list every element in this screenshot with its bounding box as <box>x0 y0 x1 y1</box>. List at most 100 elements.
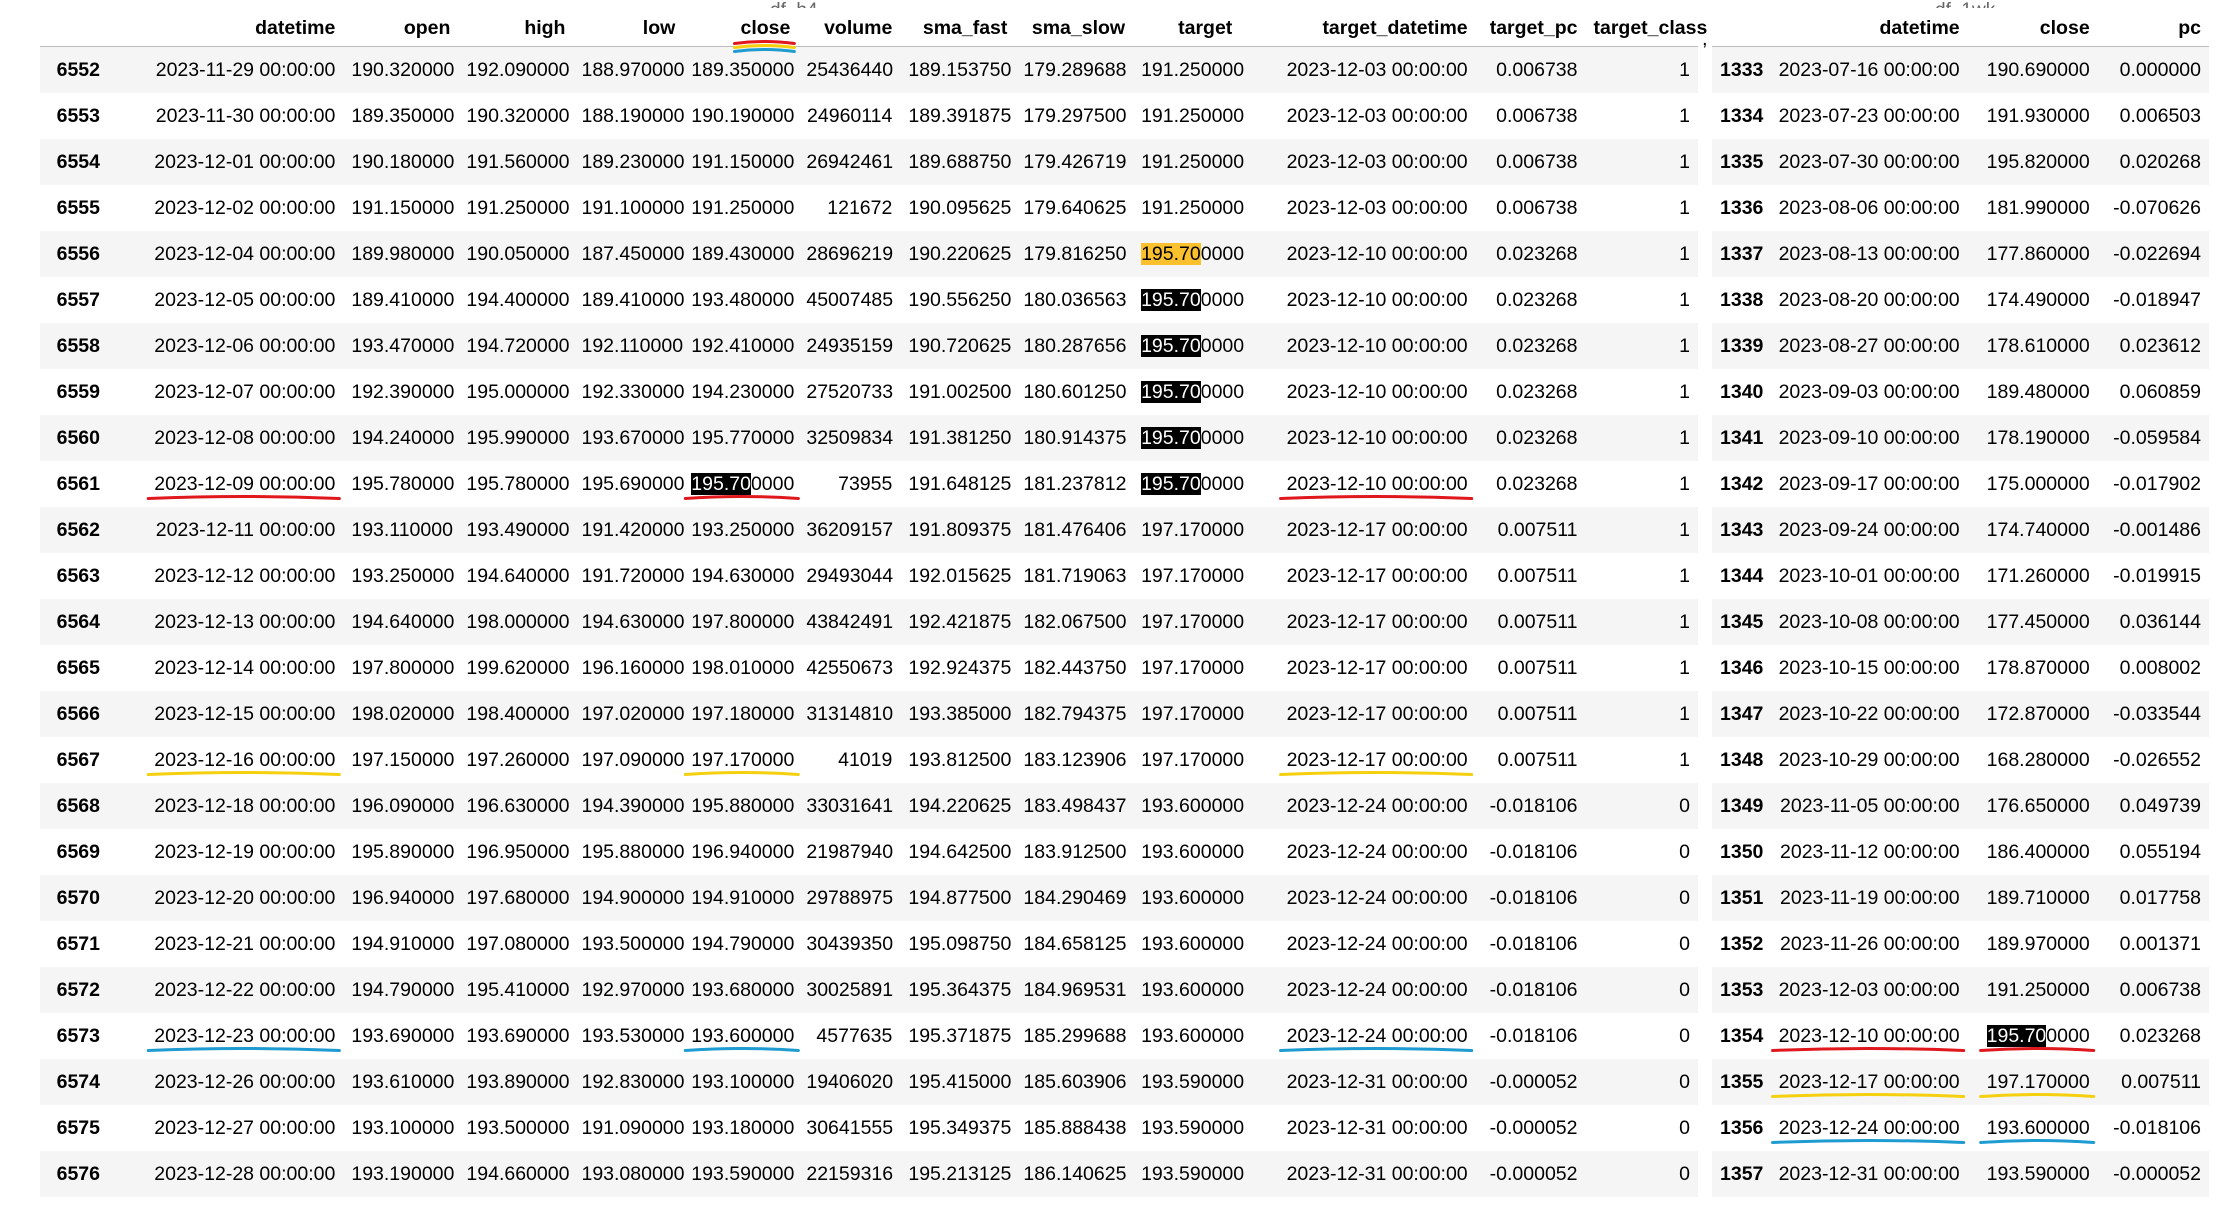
table-row: 6558 2023-12-06 00:00:00 193.470000 194.720… <box>40 323 1698 369</box>
row-index: 6558 <box>56 334 100 357</box>
highlighted-text: 195.70 <box>1141 334 1201 357</box>
table-row: 1340 2023-09-03 00:00:00 189.480000 0.06085… <box>1712 369 2209 415</box>
cell-target-datetime: 2023-12-03 00:00:00 <box>1286 150 1468 173</box>
cell-volume: 31314810 <box>806 702 894 725</box>
table-row: 1350 2023-11-12 00:00:00 186.400000 0.05519… <box>1712 829 2209 875</box>
cell-sma-slow: 182.794375 <box>1023 702 1127 725</box>
cell-close: 195.700000 <box>1968 1013 2098 1059</box>
cell-target: 197.170000 <box>1141 564 1245 587</box>
row-index: 1343 <box>1720 518 1764 541</box>
cell-close: 171.260000 <box>1986 564 2090 587</box>
cell-close: 195.700000 <box>683 461 798 507</box>
cell-target-class: 1 <box>1679 196 1690 219</box>
row-index: 6565 <box>56 656 100 679</box>
cell-high: 198.400000 <box>466 702 570 725</box>
cell-target-datetime: 2023-12-03 00:00:00 <box>1286 58 1468 81</box>
cell-pc: 0.017758 <box>2119 886 2201 909</box>
cell-close: 195.770000 <box>691 426 795 449</box>
cell-open: 194.240000 <box>351 426 455 449</box>
cell-target: 193.600000 <box>1141 886 1245 909</box>
cell-close: 175.000000 <box>1986 472 2090 495</box>
cell-datetime: 2023-11-19 00:00:00 <box>1780 886 1960 909</box>
table-row: 6576 2023-12-28 00:00:00 193.190000 194.660… <box>40 1151 1698 1197</box>
cell-target-datetime: 2023-12-31 00:00:00 <box>1286 1162 1468 1185</box>
cell-volume: 4577635 <box>816 1024 893 1047</box>
cell-high: 194.660000 <box>466 1162 570 1185</box>
cell-low: 193.080000 <box>581 1162 685 1185</box>
cell-datetime: 2023-08-06 00:00:00 <box>1778 196 1960 219</box>
cell-sma-fast: 190.556250 <box>908 288 1012 311</box>
cell-target-pc: 0.006738 <box>1496 104 1578 127</box>
row-index: 1349 <box>1720 794 1764 817</box>
cell-sma-fast: 189.153750 <box>908 58 1012 81</box>
cell-high: 195.990000 <box>466 426 570 449</box>
cell-volume: 19406020 <box>806 1070 894 1093</box>
cell-target-class: 1 <box>1679 656 1690 679</box>
cell-datetime: 2023-12-07 00:00:00 <box>154 380 336 403</box>
cell-target-datetime: 2023-12-10 00:00:00 <box>1286 380 1468 403</box>
cell-sma-slow: 184.658125 <box>1023 932 1127 955</box>
cell-pc: -0.018106 <box>2113 1116 2201 1139</box>
table-row: 1356 2023-12-24 00:00:00 193.600000 -0.0181… <box>1712 1105 2209 1151</box>
cell-target: 195.700000 <box>1133 323 1244 369</box>
cell-target-datetime: 2023-12-24 00:00:00 <box>1286 978 1468 1001</box>
cell-high: 192.090000 <box>466 58 570 81</box>
row-index: 6556 <box>56 242 100 265</box>
row-index: 6555 <box>56 196 100 219</box>
row-index: 6557 <box>56 288 100 311</box>
row-index: 1334 <box>1720 104 1764 127</box>
cell-open: 192.390000 <box>351 380 455 403</box>
cell-sma-slow: 183.912500 <box>1023 840 1127 863</box>
cell-high: 197.080000 <box>466 932 570 955</box>
cell-sma-slow: 182.067500 <box>1023 610 1127 633</box>
cell-high: 196.950000 <box>466 840 570 863</box>
column-header-volume: volume <box>798 10 901 47</box>
cell-target-pc: 0.023268 <box>1496 242 1578 265</box>
clipped-caption-left: df_h4 <box>770 0 818 8</box>
cell-target: 193.590000 <box>1141 1162 1245 1185</box>
cell-target: 193.600000 <box>1141 794 1245 817</box>
cell-pc: 0.023612 <box>2119 334 2201 357</box>
cell-target-pc: 0.023268 <box>1496 380 1578 403</box>
cell-high: 190.050000 <box>466 242 570 265</box>
cell-sma-slow: 184.969531 <box>1023 978 1127 1001</box>
cell-sma-fast: 195.371875 <box>908 1024 1012 1047</box>
cell-open: 193.610000 <box>351 1070 455 1093</box>
cell-target: 193.590000 <box>1141 1116 1245 1139</box>
cell-target: 191.250000 <box>1141 150 1245 173</box>
cell-sma-slow: 179.289688 <box>1023 58 1127 81</box>
cell-close: 193.590000 <box>1986 1162 2090 1185</box>
cell-target-class: 1 <box>1679 58 1690 81</box>
row-index: 1339 <box>1720 334 1764 357</box>
index-header <box>1712 10 1770 47</box>
cell-close: 192.410000 <box>691 334 795 357</box>
cell-datetime: 2023-10-22 00:00:00 <box>1778 702 1960 725</box>
row-index: 1342 <box>1720 472 1764 495</box>
cell-target-class: 1 <box>1679 472 1690 495</box>
cell-close: 174.740000 <box>1986 518 2090 541</box>
cell-close: 194.910000 <box>691 886 795 909</box>
cell-sma-fast: 195.364375 <box>908 978 1012 1001</box>
cell-target-pc: 0.007511 <box>1497 610 1578 633</box>
row-index: 1340 <box>1720 380 1764 403</box>
cell-target-pc: -0.000052 <box>1489 1070 1578 1093</box>
cell-text-rest: 0000 <box>1200 288 1245 311</box>
cell-close: 196.940000 <box>691 840 795 863</box>
cell-close: 189.970000 <box>1986 932 2090 955</box>
cell-low: 196.160000 <box>581 656 685 679</box>
cell-pc: 0.008002 <box>2119 656 2201 679</box>
cell-target-class: 1 <box>1679 242 1690 265</box>
cell-target-class: 1 <box>1679 702 1690 725</box>
cell-target-pc: 0.007511 <box>1497 656 1578 679</box>
row-index: 6567 <box>56 748 100 771</box>
row-index: 6566 <box>56 702 100 725</box>
cell-datetime: 2023-11-30 00:00:00 <box>155 104 336 127</box>
cell-target-class: 0 <box>1679 1024 1690 1047</box>
highlighted-text: 195.70 <box>1141 380 1201 403</box>
cell-datetime: 2023-12-20 00:00:00 <box>154 886 336 909</box>
cell-sma-slow: 180.601250 <box>1023 380 1127 403</box>
highlighted-text: 195.70 <box>691 472 751 495</box>
table-row: 6567 2023-12-16 00:00:00 197.150000 197.260… <box>40 737 1698 783</box>
column-header-target: target <box>1133 10 1241 47</box>
row-index: 6563 <box>56 564 100 587</box>
